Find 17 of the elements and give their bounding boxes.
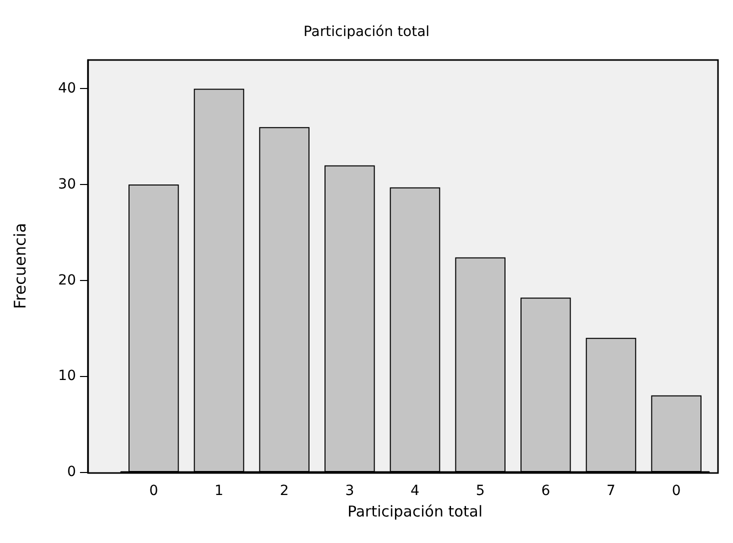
x-tick-label: 0	[672, 483, 681, 499]
x-tick-label: 4	[410, 483, 420, 499]
x-axis-title: Participación total	[347, 502, 483, 520]
x-tick-label: 1	[214, 483, 224, 499]
y-tick-label: 10	[58, 368, 76, 384]
y-tick-label: 20	[58, 272, 76, 288]
x-tick-label: 3	[345, 483, 354, 499]
x-tick-label: 5	[476, 483, 485, 499]
x-tick-label: 7	[606, 483, 616, 499]
y-tick-label: 0	[67, 464, 76, 480]
x-tick-label: 6	[541, 483, 550, 499]
y-tick-label: 40	[58, 80, 76, 97]
y-tick-label: 30	[58, 176, 76, 193]
x-tick-label: 2	[280, 483, 289, 499]
x-tick-label: 0	[149, 483, 158, 499]
y-axis-title: Frecuencia	[10, 222, 30, 310]
chart-title: Participación total	[303, 24, 430, 40]
